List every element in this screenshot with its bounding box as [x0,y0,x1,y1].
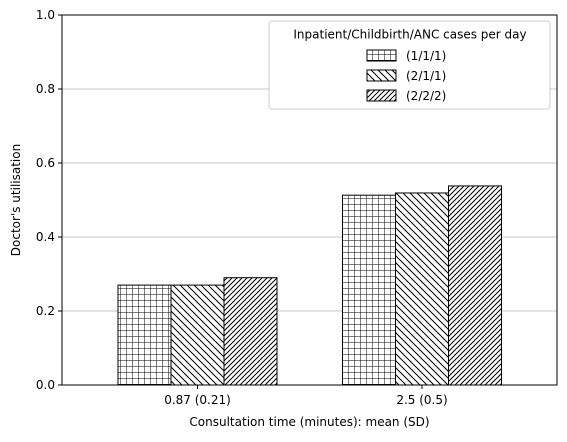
bar-(1/1/1)-2.5 (0.5) [343,195,396,385]
legend-title: Inpatient/Childbirth/ANC cases per day [293,28,526,42]
y-tick-label: 0.2 [36,304,55,318]
y-tick-label: 1.0 [36,8,55,22]
y-axis: 0.0 0.2 0.4 0.6 0.8 1.0 [36,8,62,392]
legend-label: (1/1/1) [406,49,446,63]
legend-swatch [367,50,396,61]
y-tick-label: 0.6 [36,156,55,170]
y-tick-label: 0.4 [36,230,55,244]
x-axis: 0.87 (0.21) 2.5 (0.5) [164,385,447,407]
x-tick-label: 2.5 (0.5) [396,393,447,407]
y-axis-label: Doctor's utilisation [9,144,23,256]
bar-(1/1/1)-0.87 (0.21) [118,285,171,385]
bar-(2/1/1)-0.87 (0.21) [171,285,224,385]
x-axis-label: Consultation time (minutes): mean (SD) [189,415,429,429]
legend: Inpatient/Childbirth/ANC cases per day (… [269,21,550,109]
legend-label: (2/1/1) [406,69,446,83]
y-tick-label: 0.8 [36,82,55,96]
bar-(2/2/2)-0.87 (0.21) [224,278,277,385]
bar-(2/1/1)-2.5 (0.5) [396,193,449,385]
legend-swatch [367,90,396,101]
legend-label: (2/2/2) [406,89,446,103]
x-tick-label: 0.87 (0.21) [164,393,231,407]
legend-swatch [367,70,396,81]
y-tick-label: 0.0 [36,378,55,392]
bars [118,186,502,385]
bar-(2/2/2)-2.5 (0.5) [449,186,502,385]
